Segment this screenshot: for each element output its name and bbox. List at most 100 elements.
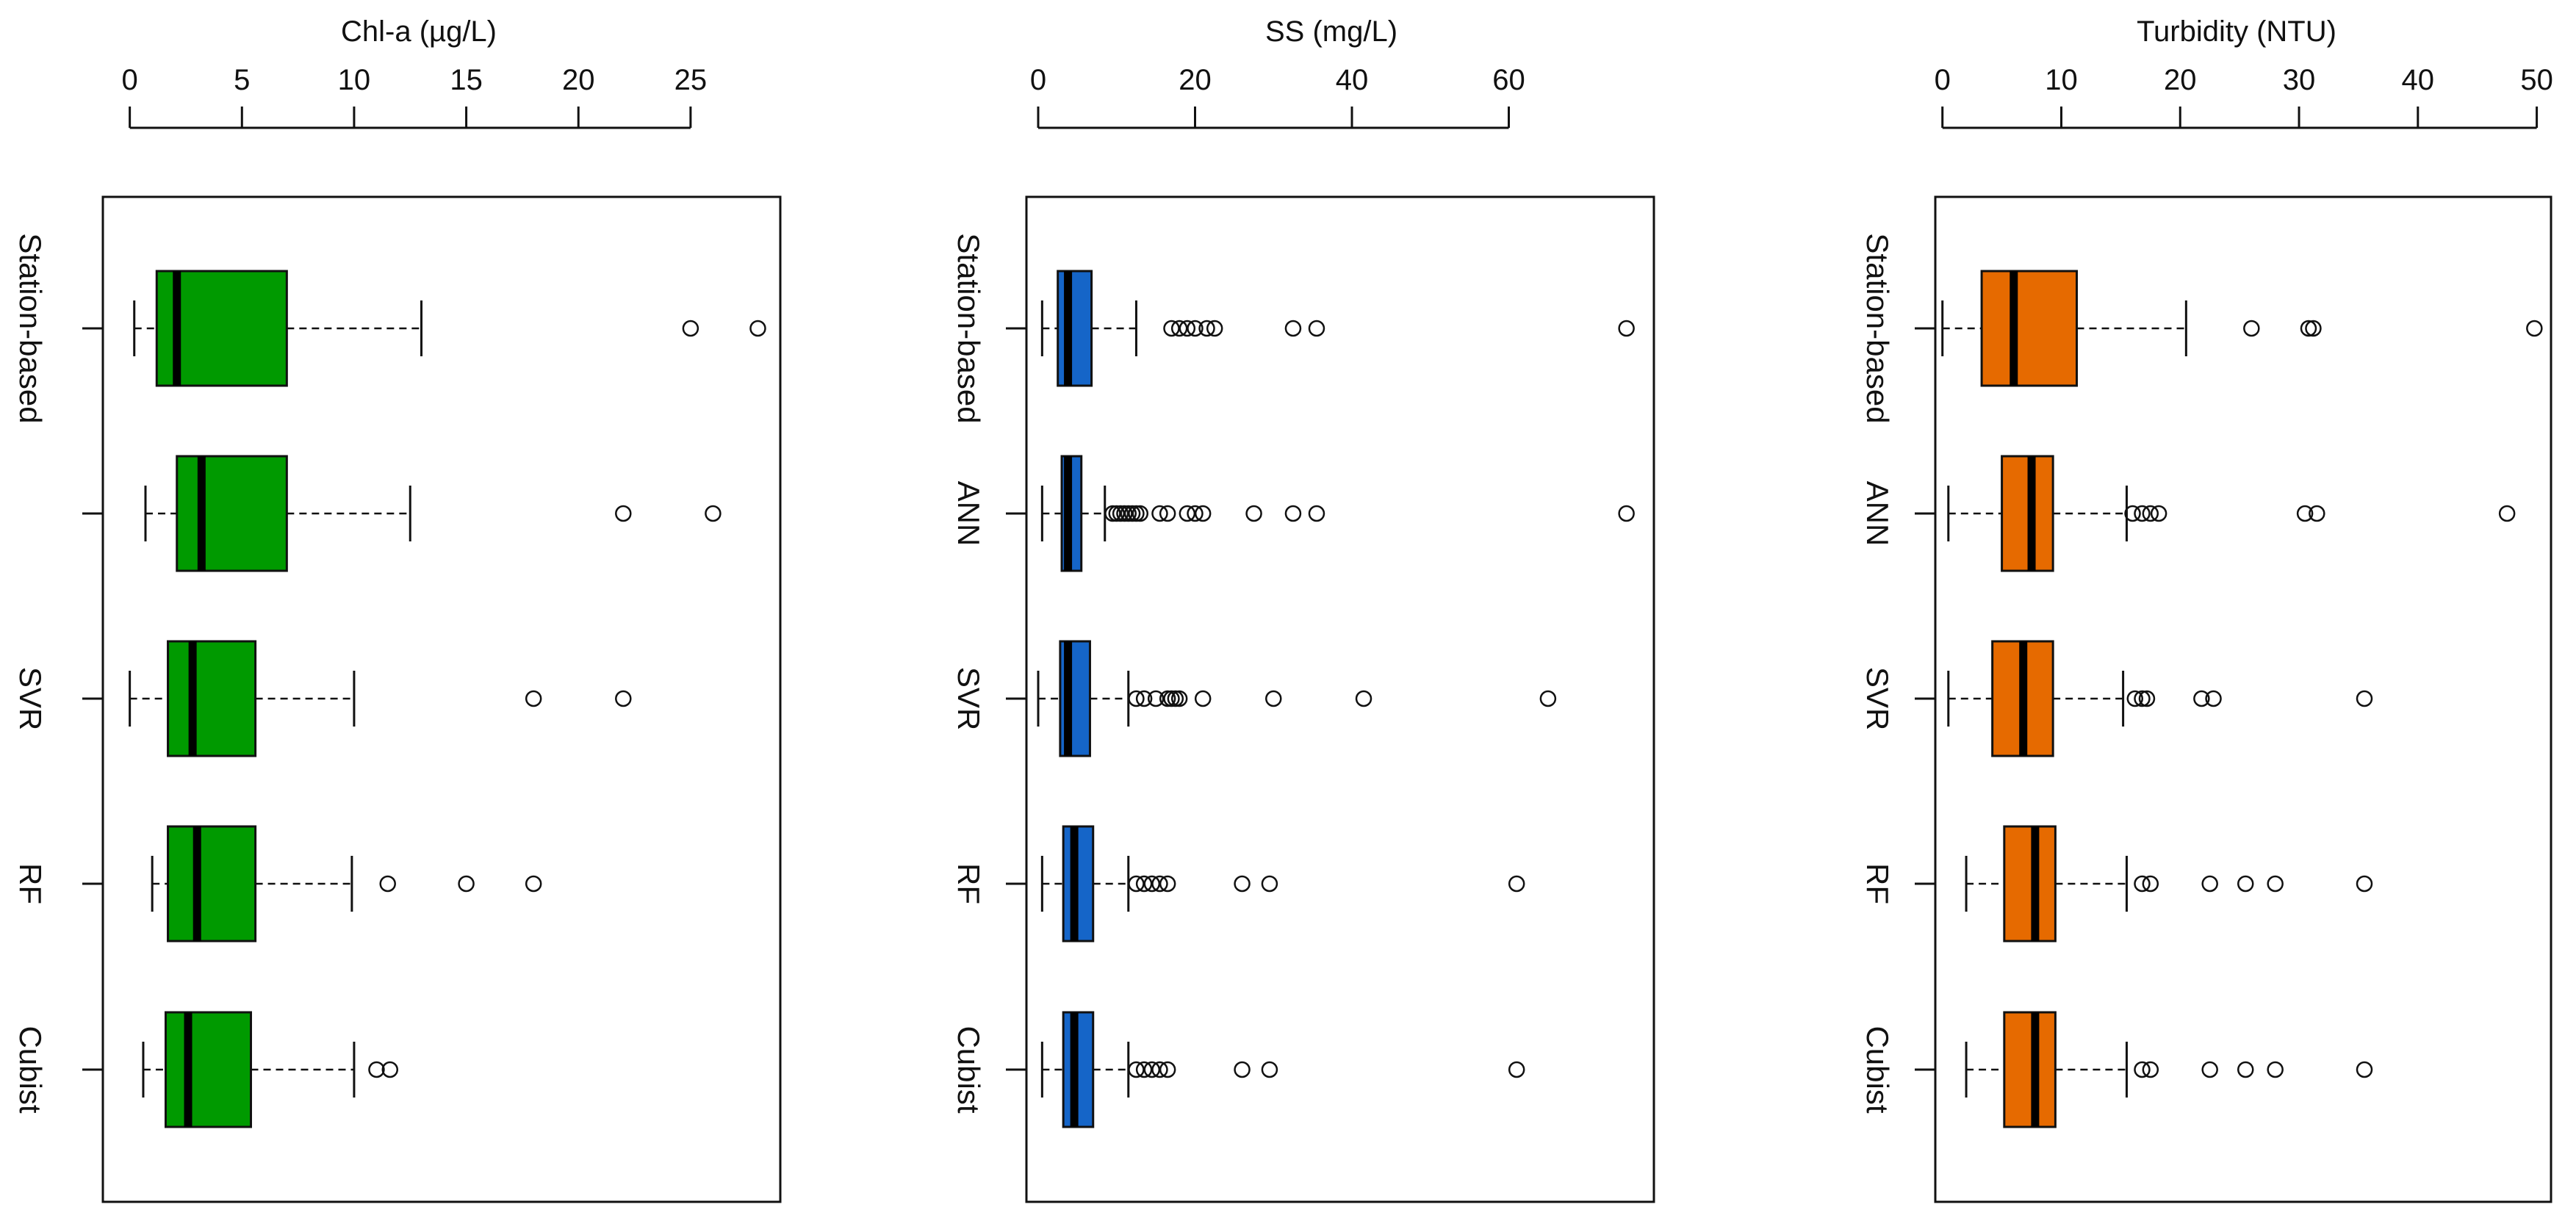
outlier-point <box>1170 690 1188 707</box>
outlier-point <box>2134 875 2151 893</box>
outlier-point <box>2201 1061 2218 1078</box>
outlier-point <box>2243 320 2260 337</box>
x-tick-label: 10 <box>338 64 371 96</box>
outlier-point <box>1355 690 1372 707</box>
outlier-point <box>1179 320 1196 337</box>
outlier-point <box>1261 1061 1278 1078</box>
outlier-point <box>2142 1061 2159 1078</box>
outlier-point <box>1284 505 1302 522</box>
x-tick-label: 10 <box>2045 64 2078 96</box>
category-label: SVR <box>951 667 986 730</box>
outlier-point <box>525 690 542 707</box>
outlier-point <box>1135 875 1153 893</box>
x-tick-label: 20 <box>2164 64 2197 96</box>
outlier-point <box>1159 1061 1176 1078</box>
outlier-point <box>1618 320 1635 337</box>
category-label: Cubist <box>13 1026 48 1113</box>
outlier-point <box>2134 1061 2151 1078</box>
box-iqr <box>2003 825 2057 943</box>
outlier-point <box>2193 690 2210 707</box>
x-tick-label: 0 <box>1030 64 1046 96</box>
outlier-point <box>2526 320 2543 337</box>
outlier-point <box>2134 505 2151 522</box>
outlier-point <box>2296 505 2314 522</box>
outlier-point <box>2305 320 2322 337</box>
outlier-point <box>1539 690 1557 707</box>
outlier-point <box>615 505 632 522</box>
outlier-point <box>615 690 632 707</box>
category-label: Cubist <box>1860 1026 1895 1113</box>
outlier-point <box>1159 875 1176 893</box>
box-iqr <box>1057 270 1093 387</box>
panel-turbidity: Turbidity (NTU) 0 10 20 30 40 50 Station-based A… <box>1860 15 2553 1203</box>
outlier-point <box>1194 505 1212 522</box>
outlier-point <box>682 320 699 337</box>
outlier-point <box>1234 875 1251 893</box>
x-tick-label: 40 <box>2402 64 2435 96</box>
outlier-point <box>1128 875 1145 893</box>
x-tick-label: 0 <box>122 64 138 96</box>
outlier-point <box>1245 505 1262 522</box>
chart-title: SS (mg/L) <box>1265 15 1397 48</box>
chart-title: Chl-a (µg/L) <box>341 15 497 48</box>
x-tick-label: 20 <box>562 64 595 96</box>
outlier-point <box>2498 505 2516 522</box>
outlier-point <box>1308 320 1325 337</box>
outlier-point <box>1123 505 1141 522</box>
outlier-point <box>1151 505 1168 522</box>
x-tick-label: 30 <box>2283 64 2316 96</box>
outlier-point <box>1187 320 1204 337</box>
outlier-point <box>1151 875 1168 893</box>
outlier-point <box>1508 875 1525 893</box>
outlier-point <box>2142 875 2159 893</box>
outlier-point <box>1198 320 1215 337</box>
category-label: RF <box>951 863 986 904</box>
outlier-point <box>2309 505 2325 522</box>
outlier-point <box>2237 1061 2254 1078</box>
category-label: Station-based <box>13 233 48 423</box>
outlier-point <box>2124 505 2141 522</box>
category-label: SVR <box>13 667 48 730</box>
outlier-point <box>1147 690 1165 707</box>
outlier-point <box>1167 690 1184 707</box>
outlier-point <box>1170 320 1188 337</box>
outlier-point <box>1284 320 1302 337</box>
outlier-point <box>1143 1061 1161 1078</box>
outlier-point <box>1104 505 1121 522</box>
panel-chl-a: Chl-a (µg/L) 0 5 10 15 20 25 Station-based SVR RF… <box>13 15 782 1203</box>
outlier-point <box>1163 320 1180 337</box>
outlier-point <box>381 1061 399 1078</box>
category-label: Station-based <box>951 233 986 423</box>
outlier-point <box>1265 690 1282 707</box>
category-label: RF <box>1860 863 1895 904</box>
outlier-point <box>1132 505 1149 522</box>
x-tick-label: 40 <box>1336 64 1369 96</box>
category-label: SVR <box>1860 667 1895 730</box>
outlier-point <box>1308 505 1325 522</box>
box-iqr <box>167 825 257 943</box>
box-iqr <box>1980 270 2079 387</box>
outlier-point <box>1128 505 1145 522</box>
outlier-point <box>458 875 475 893</box>
outlier-point <box>2267 875 2284 893</box>
box-iqr <box>2001 455 2054 572</box>
chart-title: Turbidity (NTU) <box>2137 15 2336 48</box>
outlier-point <box>749 320 766 337</box>
outlier-point <box>2356 690 2373 707</box>
outlier-point <box>1108 505 1126 522</box>
box-iqr <box>167 640 257 757</box>
outlier-point <box>2356 875 2373 893</box>
category-label: RF <box>13 863 48 904</box>
x-tick-label: 25 <box>674 64 708 96</box>
x-tick-label: 20 <box>1179 64 1212 96</box>
outlier-point <box>1194 690 1212 707</box>
outlier-point <box>2150 505 2167 522</box>
outlier-point <box>1135 1061 1153 1078</box>
outlier-point <box>1143 875 1161 893</box>
outlier-point <box>1151 1061 1168 1078</box>
outlier-point <box>1112 505 1129 522</box>
panel-ss: SS (mg/L) 0 20 40 60 Station-based ANN SVR RF Cub… <box>951 15 1655 1203</box>
outlier-point <box>1618 505 1635 522</box>
outlier-point <box>1135 690 1153 707</box>
